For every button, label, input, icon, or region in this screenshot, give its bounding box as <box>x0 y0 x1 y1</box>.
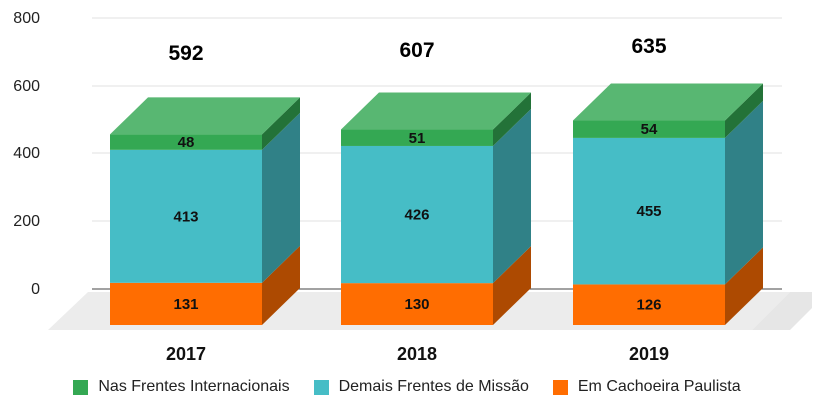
bar-segment <box>341 283 493 325</box>
chart-floor-edge <box>752 292 812 330</box>
bar-top-highlight <box>110 97 300 135</box>
bar-segment <box>110 134 262 150</box>
bar-side <box>493 92 531 146</box>
legend-swatch <box>73 379 89 395</box>
bar-side <box>725 100 763 285</box>
bar-top-highlight <box>341 92 531 130</box>
bar-segment-label: 131 <box>173 296 198 313</box>
bar-segment-label: 126 <box>636 297 661 314</box>
bar-segment-label: 426 <box>404 207 429 224</box>
bar-side <box>725 247 763 325</box>
bar-total-label: 592 <box>168 42 203 65</box>
bar-side <box>493 246 531 325</box>
bar-total-label: 635 <box>631 35 666 58</box>
legend-swatch <box>552 379 568 395</box>
bar-segment-label: 48 <box>178 134 195 151</box>
bar-side <box>725 83 763 138</box>
bar-segment-label: 51 <box>409 130 426 147</box>
bar-side <box>262 97 300 150</box>
y-tick-label: 800 <box>13 10 40 27</box>
legend-label: Nas Frentes Internacionais <box>98 378 290 395</box>
bar-segment <box>573 120 725 138</box>
legend-item-cachoeira: Em Cachoeira Paulista <box>552 378 741 396</box>
bar-segment <box>341 129 493 146</box>
x-category-label: 2017 <box>166 344 206 364</box>
y-tick-label: 600 <box>13 78 40 95</box>
bar-side <box>493 108 531 284</box>
bar-segment <box>110 149 262 283</box>
y-tick-label: 400 <box>13 145 40 162</box>
bar-segment-label: 130 <box>404 296 429 313</box>
y-tick-label: 200 <box>13 213 40 230</box>
bar-segment-label: 455 <box>636 203 661 220</box>
bar-total-label: 607 <box>399 39 434 62</box>
bar-side <box>262 112 300 283</box>
bar-segment <box>573 137 725 285</box>
legend-label: Demais Frentes de Missão <box>338 378 529 395</box>
bar-top-highlight <box>573 83 763 121</box>
legend-item-international: Nas Frentes Internacionais <box>73 378 290 396</box>
y-tick-label: 0 <box>31 281 40 298</box>
legend-item-mission: Demais Frentes de Missão <box>313 378 529 396</box>
bar-top <box>341 92 531 130</box>
chart-legend: Nas Frentes Internacionais Demais Frente… <box>0 378 814 396</box>
bar-segment <box>573 284 725 325</box>
bar-segment-label: 413 <box>173 208 198 225</box>
legend-swatch <box>313 379 329 395</box>
bar-side <box>262 245 300 325</box>
bar-top <box>573 83 763 121</box>
bar-segment <box>110 282 262 325</box>
bar-top <box>110 97 300 135</box>
legend-label: Em Cachoeira Paulista <box>577 378 741 395</box>
x-category-label: 2018 <box>397 344 437 364</box>
bar-segment <box>341 145 493 284</box>
bar-segment-label: 54 <box>641 121 658 138</box>
x-category-label: 2019 <box>629 344 669 364</box>
